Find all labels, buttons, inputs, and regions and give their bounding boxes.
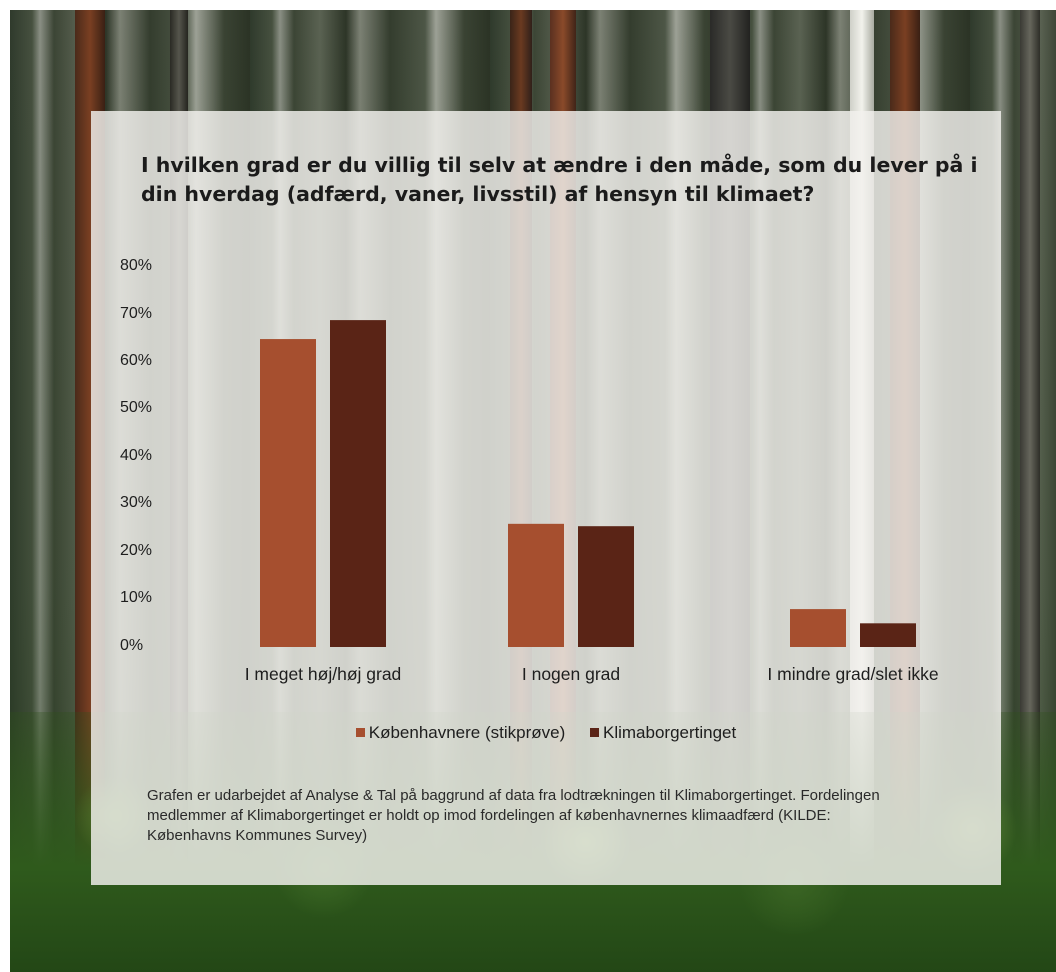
legend-label: Københavnere (stikprøve) bbox=[368, 723, 566, 742]
legend-swatch bbox=[590, 728, 599, 737]
category-label: I nogen grad bbox=[521, 664, 621, 684]
bar-klimaborgertinget-2 bbox=[578, 526, 634, 647]
legend: Københavnere (stikprøve) Klimaborgerting… bbox=[91, 723, 1001, 743]
bar-kobenhavnere-2 bbox=[508, 523, 564, 647]
category-label: I mindre grad/slet ikke bbox=[767, 664, 939, 684]
legend-label: Klimaborgertinget bbox=[603, 723, 737, 742]
y-tick-label: 50% bbox=[120, 399, 153, 416]
legend-swatch bbox=[355, 728, 365, 737]
chart-panel: I hvilken grad er du villig til selv at … bbox=[91, 111, 1001, 885]
y-tick-label: 20% bbox=[120, 542, 153, 559]
bar-klimaborgertinget-3 bbox=[860, 623, 916, 647]
bar-kobenhavnere-3 bbox=[790, 609, 846, 647]
category-label: I meget høj/høj grad bbox=[244, 664, 402, 684]
bar-kobenhavnere-1 bbox=[260, 339, 316, 647]
bar-plot bbox=[260, 320, 916, 647]
y-tick-label: 0% bbox=[120, 637, 144, 654]
y-tick-label: 80% bbox=[120, 257, 153, 274]
bar-klimaborgertinget-1 bbox=[330, 320, 386, 647]
legend-entry: Klimaborgertinget bbox=[590, 723, 736, 743]
y-tick-label: 30% bbox=[120, 494, 153, 511]
y-tick-label: 40% bbox=[120, 447, 153, 464]
chart-title: I hvilken grad er du villig til selv at … bbox=[141, 153, 978, 206]
y-tick-label: 60% bbox=[120, 352, 153, 369]
source-note: Grafen er udarbejdet af Analyse & Tal på… bbox=[147, 787, 880, 844]
y-tick-label: 10% bbox=[120, 589, 153, 606]
y-tick-label: 70% bbox=[120, 305, 153, 322]
legend-entry: Københavnere (stikprøve) bbox=[355, 723, 566, 743]
